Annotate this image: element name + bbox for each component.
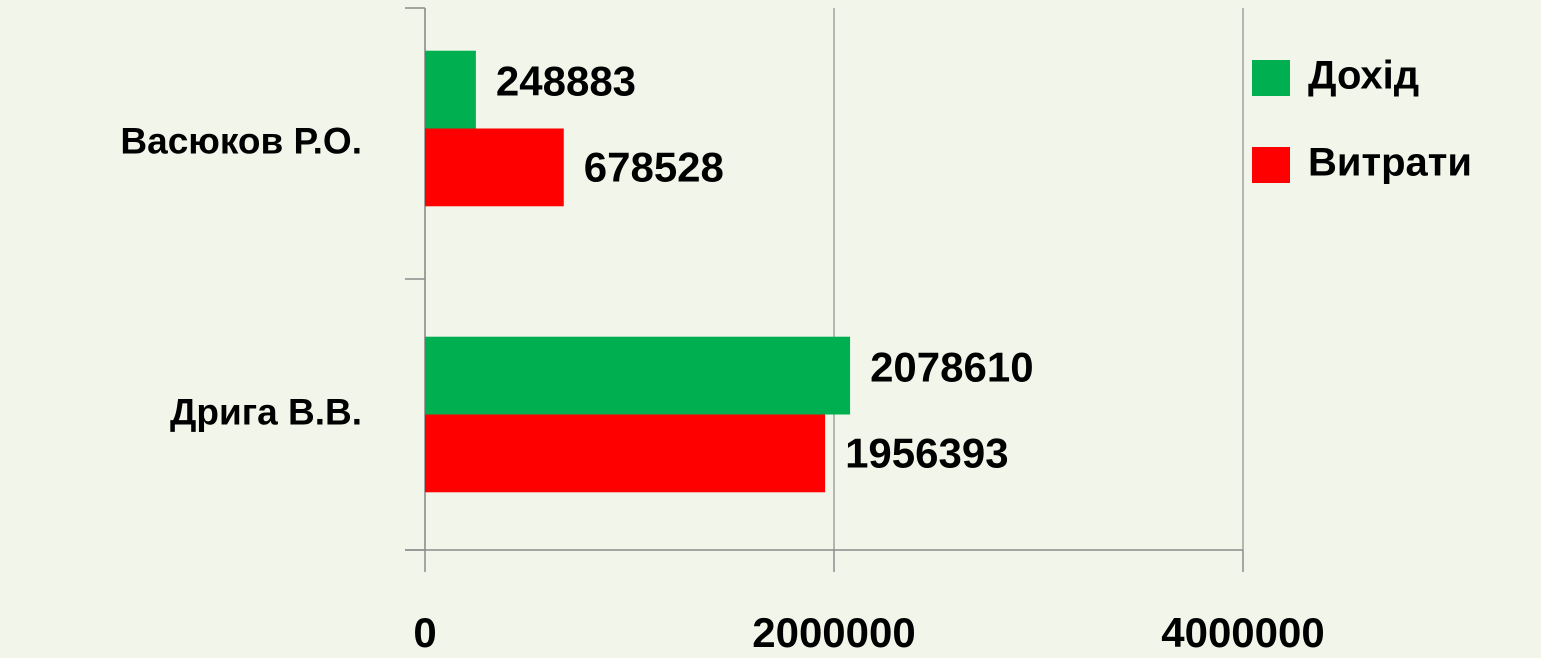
legend-label: Дохід bbox=[1308, 54, 1419, 98]
data-label: 248883 bbox=[496, 58, 636, 105]
data-label: 2078610 bbox=[870, 344, 1034, 391]
y-tick-label: Дрига В.В. bbox=[170, 391, 362, 432]
bar bbox=[425, 336, 851, 415]
data-label: 678528 bbox=[584, 143, 724, 190]
x-tick-label: 2000000 bbox=[752, 609, 916, 656]
legend-swatch bbox=[1252, 147, 1290, 183]
legend-swatch bbox=[1252, 60, 1290, 96]
x-tick-label: 0 bbox=[413, 609, 436, 656]
data-label: 1956393 bbox=[845, 429, 1009, 476]
y-tick-label: Васюков Р.О. bbox=[120, 120, 362, 161]
bar bbox=[425, 414, 826, 493]
bar bbox=[425, 128, 564, 207]
legend-label: Витрати bbox=[1308, 141, 1472, 185]
bar bbox=[425, 50, 476, 129]
x-tick-label: 4000000 bbox=[1161, 609, 1325, 656]
